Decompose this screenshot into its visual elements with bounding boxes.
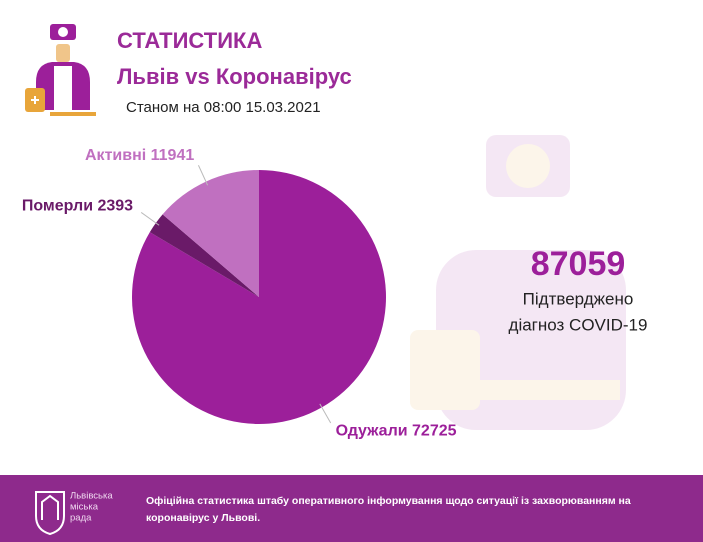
subtitle: Львів vs Коронавірус — [117, 64, 352, 89]
footer-logo — [35, 491, 65, 536]
footer-text: коронавірус у Львові. — [146, 512, 260, 524]
total-label: діагноз COVID-19 — [509, 315, 648, 334]
slice-label-name: Померли — [22, 198, 93, 215]
logo-text: Львівська — [70, 491, 113, 502]
slice-label-name: Активні — [85, 147, 146, 164]
slice-label: Одужали 72725 — [336, 423, 457, 440]
slice-label-value: 2393 — [97, 198, 133, 215]
header-icon — [25, 24, 96, 116]
slice-label: Активні 11941 — [85, 147, 194, 164]
logo-text: міська — [70, 502, 99, 513]
leader-line — [319, 403, 332, 424]
total-label: Підтверджено — [523, 289, 634, 308]
footer-text: Офіційна статистика штабу оперативного і… — [146, 495, 631, 507]
pie-chart: Одужали 72725 Померли 2393 Активні 11941 — [22, 147, 457, 440]
logo-text: рада — [70, 513, 92, 524]
leader-line — [140, 212, 160, 226]
slice-label-value: 11941 — [151, 147, 195, 164]
pie-slice — [162, 170, 259, 297]
title: СТАТИСТИКА — [117, 28, 262, 53]
total-value: 87059 — [531, 245, 626, 283]
slice-label: Померли 2393 — [22, 198, 133, 215]
footer-band — [0, 475, 703, 542]
slice-label-name: Одужали — [336, 423, 408, 440]
leader-line — [197, 165, 209, 186]
background-illustration — [410, 135, 626, 430]
date: Станом на 08:00 15.03.2021 — [126, 99, 321, 116]
pie-slice — [149, 214, 259, 297]
slice-label-value: 72725 — [412, 423, 457, 440]
